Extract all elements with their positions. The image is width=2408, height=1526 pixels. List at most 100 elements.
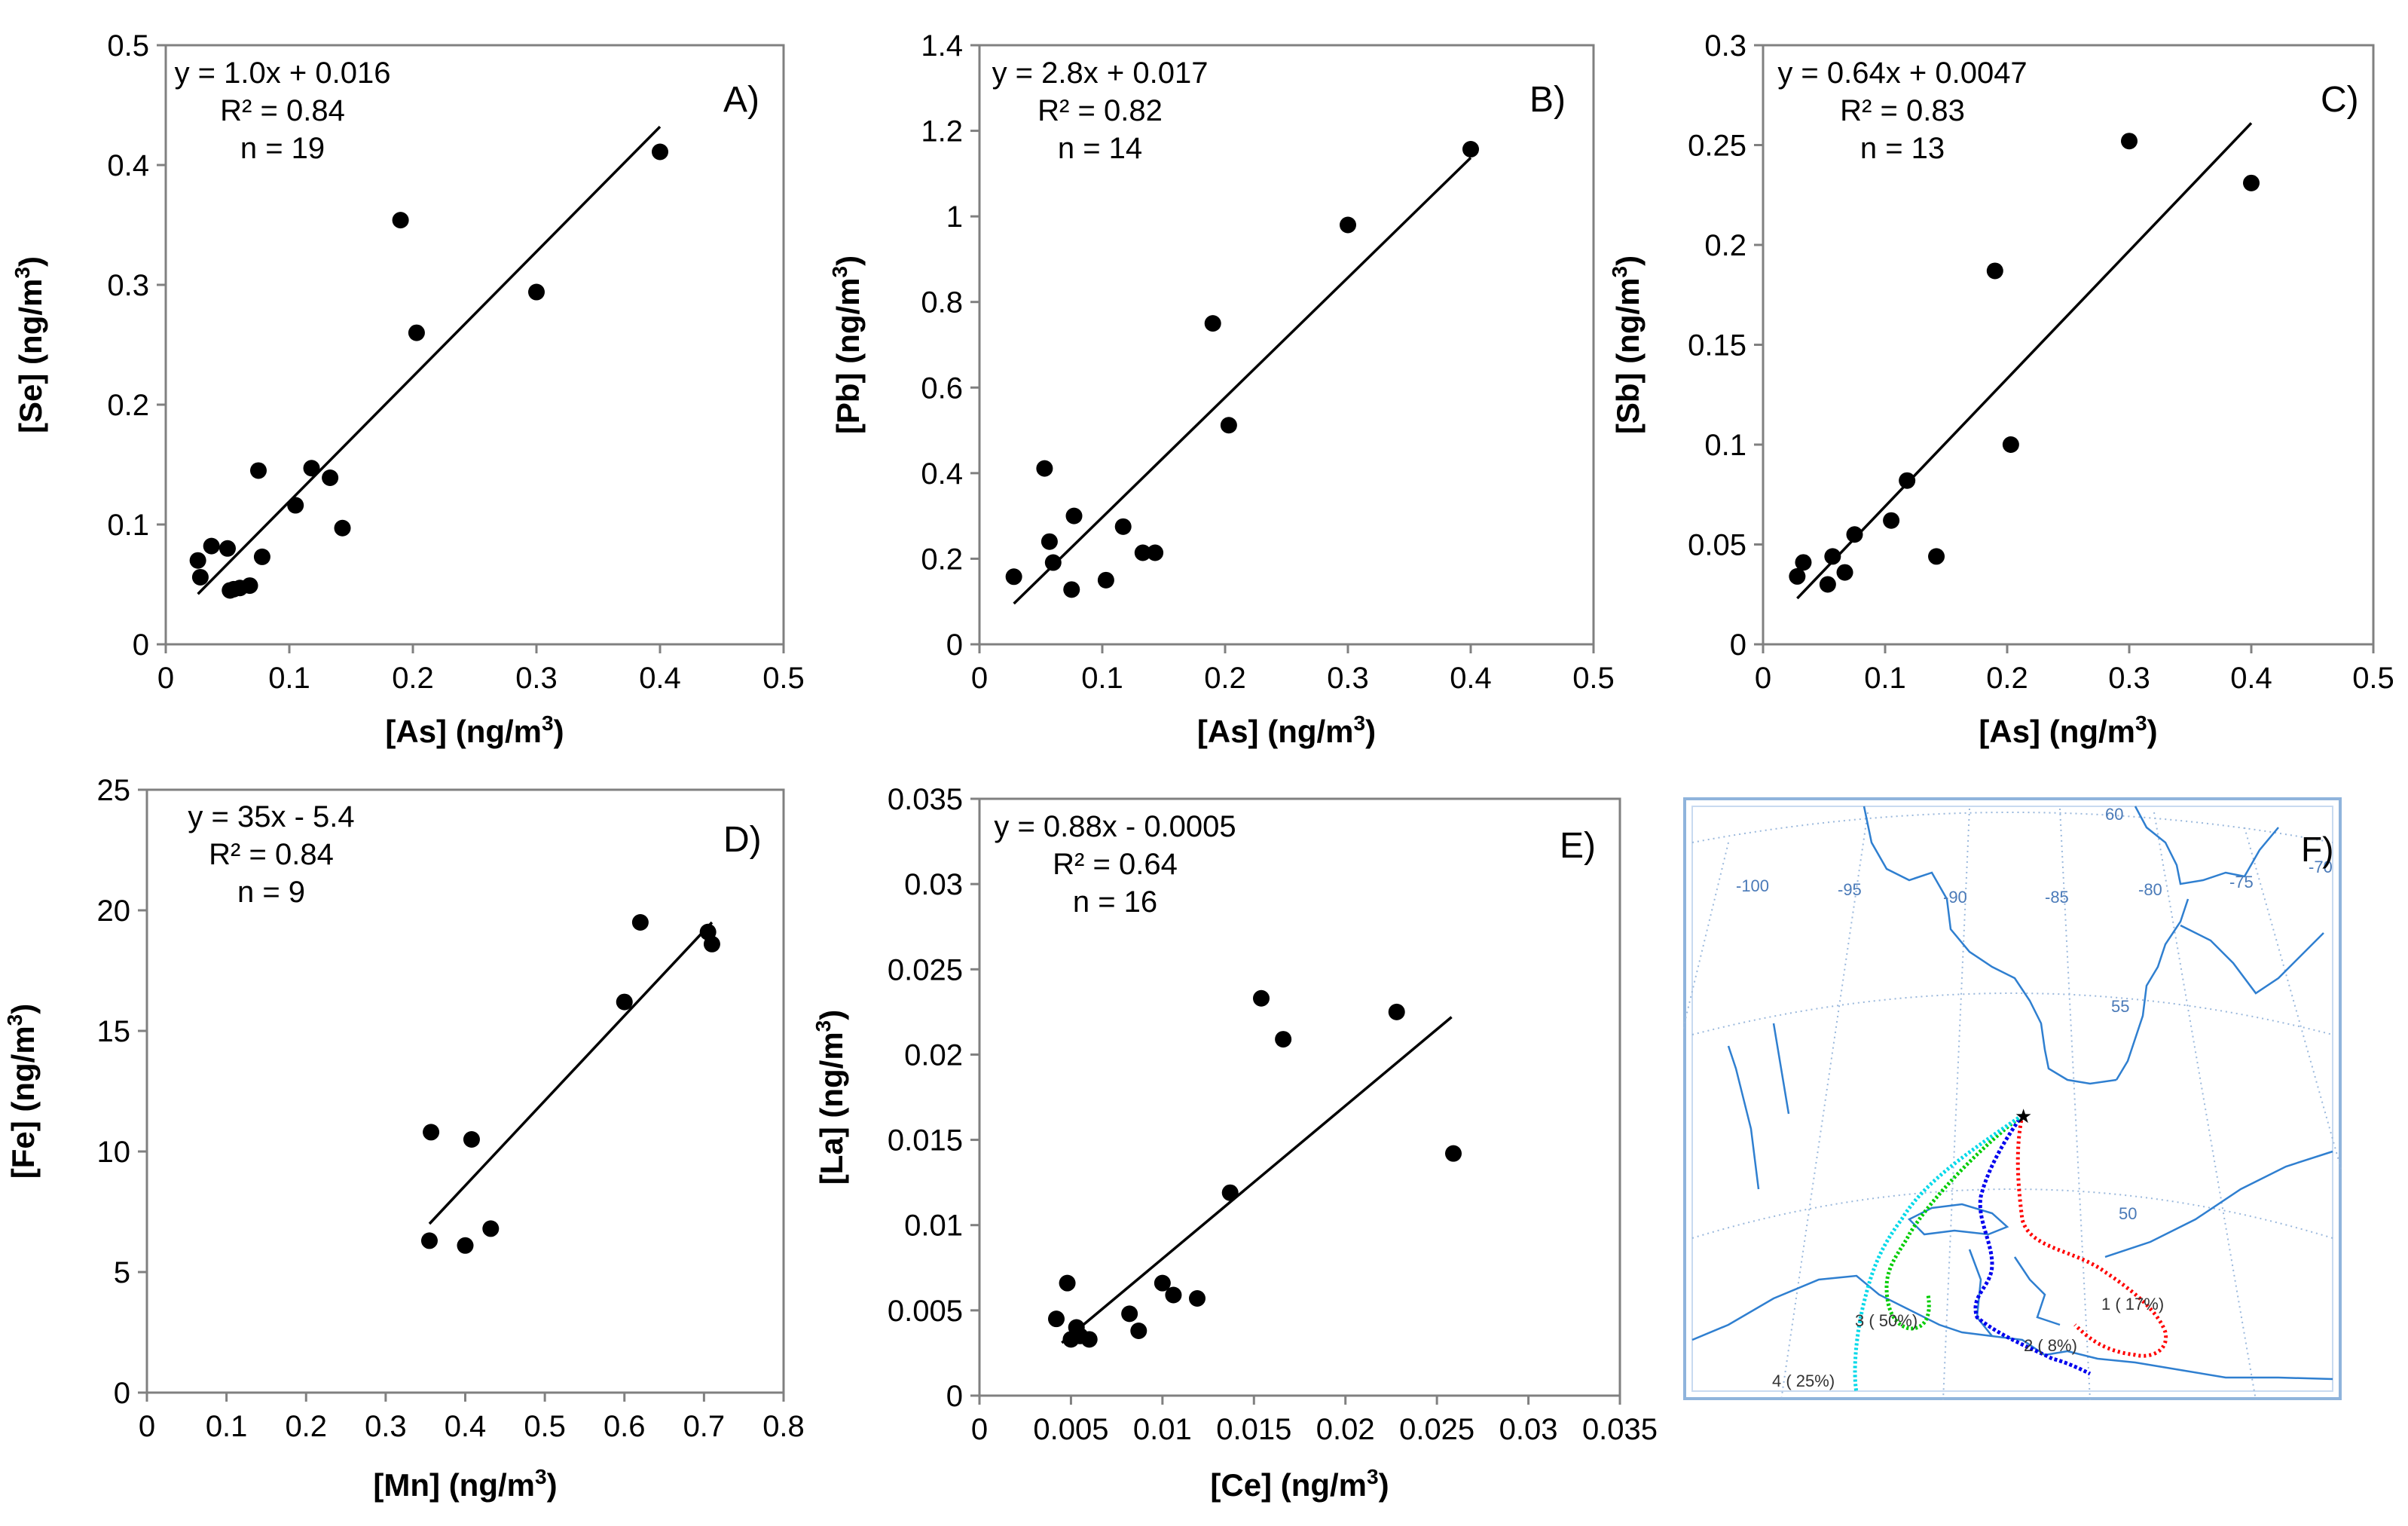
x-axis-label-text: [Mn] (ng/m (373, 1467, 535, 1503)
x-tick-label: 0 (139, 1410, 155, 1443)
y-tick-label: 0.01 (904, 1209, 963, 1243)
regression-annotation-line: n = 9 (237, 876, 305, 909)
y-tick-label: 0.035 (888, 783, 963, 816)
x-axis-label-text: [As] (ng/m (1979, 714, 2135, 749)
y-tick-label: 0 (946, 628, 963, 662)
scatter-chart-e: 0 0.005 0.01 0.015 0.02 0.025 0.03 0.035 0 0.005 0… (811, 783, 1658, 1503)
y-tick-label: 0.1 (107, 509, 149, 542)
x-axis-label: [As] (ng/m3) (385, 711, 564, 749)
y-tick-label: 0 (133, 628, 149, 662)
data-point (1063, 581, 1080, 598)
data-point (1121, 1305, 1138, 1323)
panel-label: D) (723, 820, 762, 860)
trajectory-4-line (1853, 1113, 2024, 1393)
plot-area-frame (164, 44, 785, 646)
data-point (528, 283, 545, 301)
regression-annotation-line: n = 16 (1073, 885, 1157, 919)
x-axis-label: [Ce] (ng/m3) (1210, 1465, 1389, 1503)
y-tick-label: 15 (97, 1015, 131, 1048)
x-tick-label: 0.3 (365, 1410, 407, 1443)
data-point (1130, 1323, 1147, 1340)
y-axis-label-sup: 3 (1608, 266, 1631, 278)
lat-label: 60 (2105, 805, 2123, 824)
y-axis-label-end: ) (1610, 255, 1646, 266)
meridian-line-85 (2059, 808, 2091, 1401)
y-tick-label: 1.2 (921, 115, 963, 148)
y-axis-label-end: ) (5, 1004, 41, 1014)
y-axis-label-sup: 3 (11, 267, 34, 279)
x-tick-label: 0.3 (1327, 662, 1369, 695)
chart-panel-e: 0 0.005 0.01 0.015 0.02 0.025 0.03 0.035 0 0.005 0… (811, 754, 1665, 1526)
x-tick-label: 0.6 (604, 1410, 646, 1443)
x-axis-label-text: [As] (ng/m (385, 714, 542, 749)
x-axis-label: [As] (ng/m3) (1979, 711, 2157, 749)
x-tick-label: 0.7 (683, 1410, 726, 1443)
x-axis-label-sup: 3 (1354, 711, 1366, 735)
data-point (1220, 417, 1237, 434)
map-longitude-labels: -100 -95 -90 -85 -80 -75 -70 (1736, 858, 2333, 907)
x-tick-label: 0.02 (1316, 1413, 1375, 1446)
regression-annotation-line: n = 14 (1058, 132, 1142, 165)
trajectory-map: -100 -95 -90 -85 -80 -75 -70 60 55 50 ★ (1592, 797, 2407, 1401)
data-point (322, 469, 339, 486)
regression-annotation-line: R² = 0.82 (1037, 94, 1163, 127)
y-tick-label: 5 (114, 1256, 130, 1289)
data-point (250, 462, 267, 479)
data-point (203, 537, 220, 555)
saint-lawrence (2104, 1150, 2333, 1258)
data-point (1846, 526, 1863, 543)
trajectory-label-1: 1 ( 17%) (2101, 1295, 2164, 1313)
data-point (2002, 436, 2019, 453)
x-tick-label: 0.8 (762, 1410, 805, 1443)
data-point (1041, 533, 1058, 550)
regression-annotation-line: y = 0.64x + 0.0047 (1777, 57, 2027, 90)
x-tick-label: 0.1 (1864, 662, 1906, 695)
data-point (191, 568, 209, 586)
y-tick-label: 0.1 (1704, 429, 1746, 462)
y-axis-label-text: [Fe] (ng/m (5, 1026, 41, 1179)
y-tick-label: 0.2 (107, 389, 149, 422)
x-axis-label-sup: 3 (2135, 711, 2147, 735)
y-tick-label: 20 (97, 894, 131, 928)
data-point (1445, 1145, 1462, 1162)
x-tick-label: 0.5 (1572, 662, 1615, 695)
data-point (1795, 554, 1812, 571)
x-axis-label-end: ) (547, 1467, 558, 1503)
scatter-chart-c: 0 0.1 0.2 0.3 0.4 0.5 0 0.05 0.1 0.15 0.2 0.25 0.3 [A… (1608, 29, 2394, 749)
y-axis-label-sup: 3 (3, 1014, 26, 1026)
receptor-star: ★ (2015, 1106, 2032, 1128)
data-point (1044, 554, 1062, 571)
lon-label: -80 (2138, 880, 2162, 899)
data-point (2243, 174, 2260, 191)
latitude-line-50 (1691, 1188, 2333, 1239)
y-tick-label: 0.6 (921, 372, 963, 405)
data-point (1986, 262, 2003, 280)
data-point (1388, 1003, 1405, 1020)
data-point (1883, 512, 1900, 529)
data-point (1204, 315, 1221, 332)
y-axis-label-text: [Sb] (ng/m (1610, 277, 1646, 434)
x-tick-label: 0.1 (268, 662, 310, 695)
regression-annotation-line: n = 13 (1860, 132, 1945, 165)
x-tick-label: 0.4 (639, 662, 681, 695)
y-tick-label: 0.4 (921, 457, 963, 491)
data-point (1899, 472, 1916, 489)
regression-annotation-line: R² = 0.84 (209, 838, 334, 871)
data-point (616, 993, 633, 1011)
data-point (1275, 1031, 1292, 1048)
x-tick-label: 0.015 (1216, 1413, 1291, 1446)
panel-label: A) (723, 80, 759, 120)
meridian-line-80 (2153, 812, 2257, 1401)
data-point (420, 1232, 438, 1249)
y-tick-label: 0.2 (1704, 229, 1746, 262)
x-tick-label: 0 (971, 1413, 988, 1446)
y-tick-label: 0.015 (888, 1124, 963, 1157)
data-point (1789, 567, 1806, 585)
lon-label: -85 (2045, 888, 2069, 907)
trendline (1796, 122, 2253, 600)
chart-panel-c: 0 0.1 0.2 0.3 0.4 0.5 0 0.05 0.1 0.15 0.2 0.25 0.3 [A… (1608, 0, 2408, 754)
regression-annotation-line: y = 35x - 5.4 (188, 800, 354, 833)
plot-area-frame (978, 797, 1621, 1397)
y-axis-label-end: ) (830, 255, 866, 266)
hudson-bay-west-coast (1863, 806, 2117, 1085)
